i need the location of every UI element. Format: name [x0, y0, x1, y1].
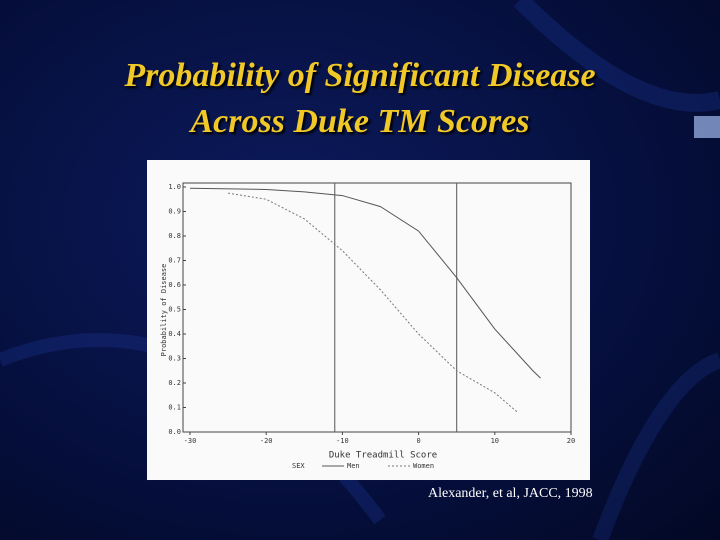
x-tick-label: -10: [336, 437, 349, 445]
title-line: Across Duke TM Scores: [190, 103, 530, 140]
x-tick-label: 0: [416, 437, 420, 445]
y-tick-label: 0.5: [168, 306, 181, 314]
x-tick-label: -30: [184, 437, 197, 445]
x-axis-label: Duke Treadmill Score: [329, 451, 437, 461]
x-tick-label: 20: [567, 437, 575, 445]
y-tick-label: 0.0: [168, 428, 181, 436]
y-tick-label: 0.2: [168, 379, 181, 387]
y-tick-label: 0.1: [168, 404, 181, 412]
title-line: Probability of Significant Disease: [124, 57, 596, 94]
y-tick-label: 0.7: [168, 257, 181, 265]
series-line: [189, 187, 541, 379]
chart-panel: [147, 160, 590, 480]
chart: Duke Treadmill Score Probability of Dise…: [147, 160, 590, 480]
y-tick-label: 0.4: [168, 330, 181, 338]
y-tick-label: 0.3: [168, 355, 181, 363]
series-line: [228, 192, 518, 413]
legend-label: Women: [413, 462, 434, 470]
x-tick-label: 10: [491, 437, 499, 445]
citation: Alexander, et al, JACC, 1998: [428, 486, 593, 501]
plot-frame: [182, 182, 572, 433]
y-tick-label: 1.0: [168, 183, 181, 191]
y-tick-label: 0.8: [168, 232, 181, 240]
y-tick-label: 0.9: [168, 208, 181, 216]
legend-label: Men: [347, 462, 360, 470]
legend-title: SEX: [292, 462, 305, 470]
x-tick-label: -20: [260, 437, 273, 445]
y-tick-label: 0.6: [168, 281, 181, 289]
y-axis-label: Probability of Disease: [160, 264, 168, 357]
